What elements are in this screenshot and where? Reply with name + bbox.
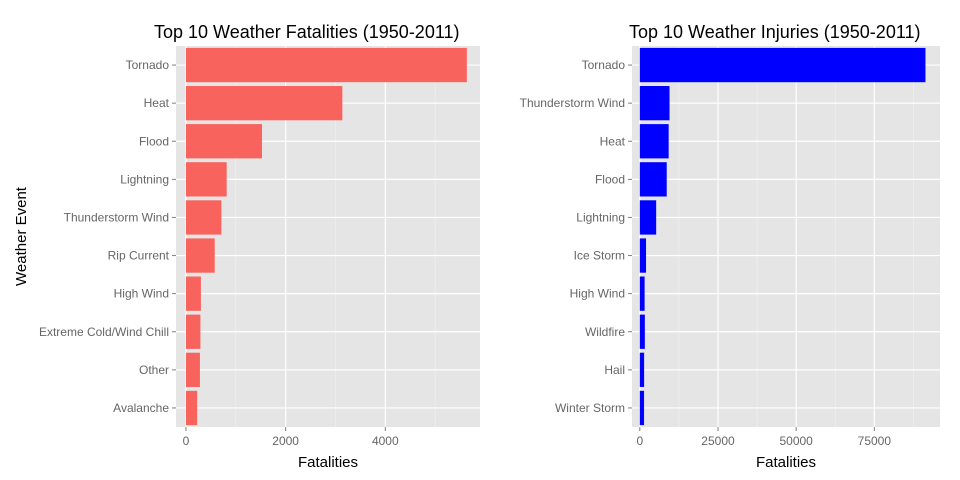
injuries-bar-flood — [639, 162, 667, 197]
injuries-bar-tornado — [639, 47, 926, 83]
fatalities-y-tick-label: Lightning — [120, 172, 169, 186]
fatalities-bar-rip-current — [185, 238, 215, 273]
injuries-bar-high-wind — [639, 276, 645, 311]
fatalities-y-tick-label: Other — [139, 363, 169, 377]
fatalities-bar-heat — [185, 86, 343, 121]
injuries-y-tick-label: Lightning — [576, 210, 625, 224]
injuries-y-tick-label: Hail — [604, 363, 625, 377]
injuries-bar-heat — [639, 124, 669, 159]
injuries-bar-hail — [639, 352, 645, 387]
injuries-x-tick-label: 0 — [636, 434, 643, 448]
fatalities-bar-extreme-cold-wind-chill — [185, 314, 201, 349]
fatalities-y-tick-label: Rip Current — [108, 249, 170, 263]
injuries-plot-panel — [632, 46, 940, 427]
injuries-y-tick-label: High Wind — [570, 287, 625, 301]
fatalities-bar-flood — [185, 124, 262, 159]
injuries-chart-title: Top 10 Weather Injuries (1950-2011) — [629, 22, 921, 42]
injuries-x-tick-label: 50000 — [779, 434, 813, 448]
fatalities-y-tick-label: Extreme Cold/Wind Chill — [39, 325, 169, 339]
injuries-y-tick-label: Winter Storm — [555, 401, 625, 415]
injuries-chart: Tornado Thunderstorm Wind Heat Flood Lightni… — [520, 22, 940, 471]
fatalities-x-axis-title: Fatalities — [298, 454, 358, 471]
injuries-x-axis-title: Fatalities — [756, 454, 816, 471]
fatalities-y-tick-label: Avalanche — [113, 401, 169, 415]
fatalities-chart-title: Top 10 Weather Fatalities (1950-2011) — [154, 22, 460, 42]
injuries-y-tick-label: Tornado — [582, 58, 626, 72]
fatalities-y-axis-title: Weather Event — [13, 186, 30, 286]
injuries-bar-winter-storm — [639, 390, 645, 426]
fatalities-bar-other — [185, 352, 200, 387]
fatalities-bar-thunderstorm-wind — [185, 200, 222, 235]
injuries-y-tick-label: Thunderstorm Wind — [520, 96, 625, 110]
injuries-bar-thunderstorm-wind — [639, 86, 670, 121]
injuries-bar-ice-storm — [639, 238, 647, 273]
fatalities-y-tick-label: Heat — [144, 96, 170, 110]
fatalities-y-tick-label: Thunderstorm Wind — [64, 210, 169, 224]
fatalities-y-tick-label: Flood — [139, 134, 169, 148]
fatalities-chart: Tornado Heat Flood Lightning Thunderstorm Wi… — [13, 22, 480, 471]
fatalities-bar-lightning — [185, 162, 227, 197]
fatalities-x-tick-label: 2000 — [272, 434, 299, 448]
injuries-y-tick-label: Ice Storm — [574, 249, 625, 263]
injuries-y-tick-label: Flood — [595, 172, 625, 186]
fatalities-y-tick-label: Tornado — [126, 58, 170, 72]
fatalities-bar-avalanche — [185, 390, 198, 426]
injuries-y-tick-label: Wildfire — [585, 325, 625, 339]
fatalities-y-tick-label: High Wind — [114, 287, 169, 301]
injuries-x-tick-label: 25000 — [701, 434, 735, 448]
fatalities-x-tick-label: 0 — [183, 434, 190, 448]
injuries-bar-lightning — [639, 200, 657, 235]
fatalities-x-tick-label: 4000 — [372, 434, 399, 448]
injuries-bar-wildfire — [639, 314, 645, 349]
injuries-y-tick-label: Heat — [600, 134, 626, 148]
injuries-x-tick-label: 75000 — [858, 434, 892, 448]
fatalities-bar-high-wind — [185, 276, 201, 311]
fatalities-bar-tornado — [185, 47, 467, 83]
